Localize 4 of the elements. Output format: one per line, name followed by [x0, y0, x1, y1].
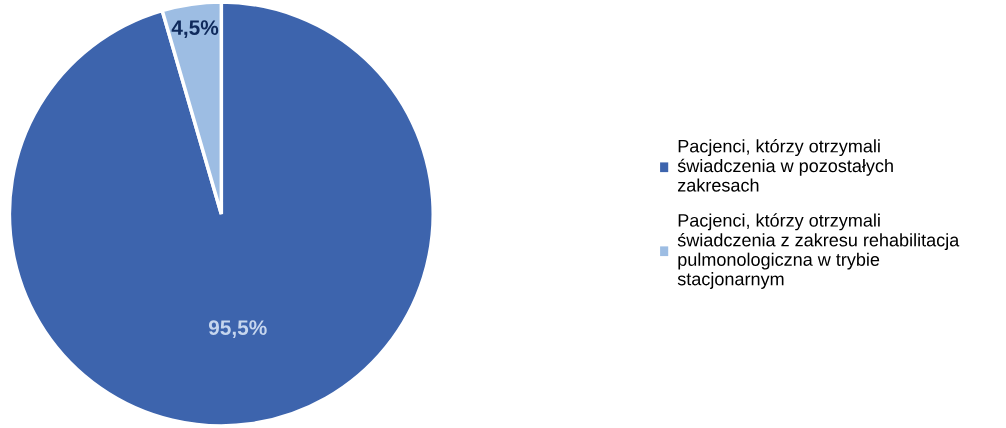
data-label: 95,5% — [208, 320, 267, 338]
legend-label: Pacjenci, którzy otrzymali świadczenia w pozostałych zakresach — [677, 139, 893, 192]
legend-label: Pacjenci, którzy otrzymali świadczenia z zakresu rehabilitacja pulmonologiczna w trybie stacjonarnym — [677, 213, 960, 289]
data-label: 4,5% — [171, 20, 219, 38]
